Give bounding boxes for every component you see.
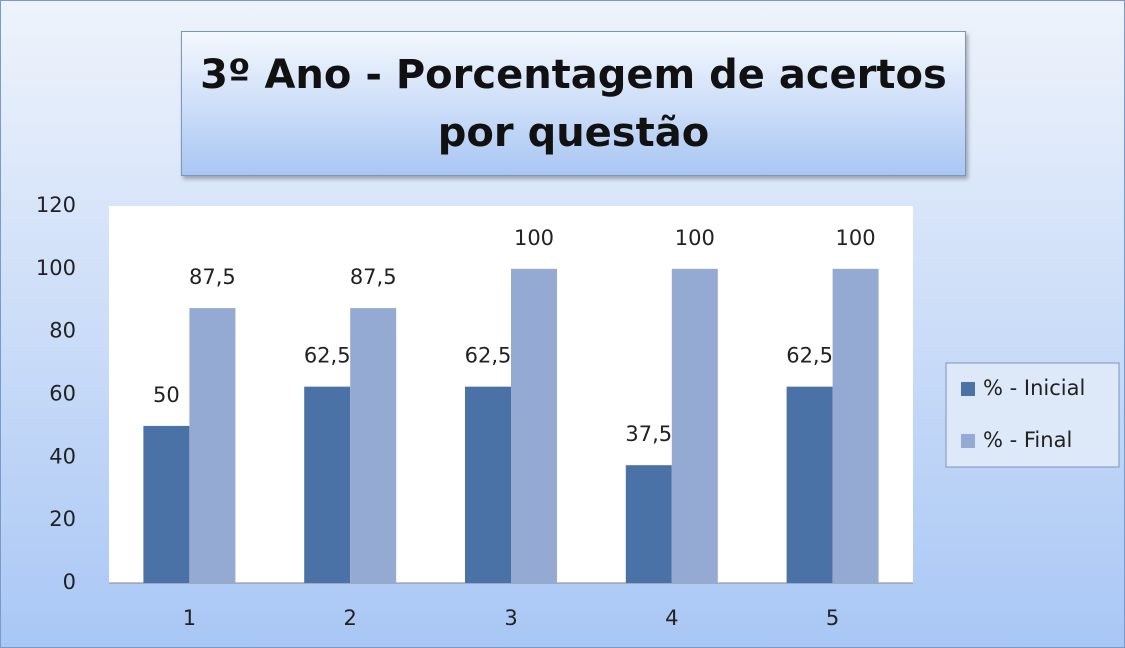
legend-swatch	[961, 434, 975, 448]
data-label: 37,5	[625, 422, 672, 446]
data-label: 50	[153, 383, 180, 407]
data-label: 62,5	[304, 344, 351, 368]
x-tick-label: 5	[826, 606, 839, 630]
y-tick-label: 100	[36, 256, 76, 280]
bar	[832, 268, 879, 583]
data-label: 100	[514, 226, 554, 250]
bar	[786, 386, 833, 583]
chart-title: 3º Ano - Porcentagem de acertos por ques…	[181, 31, 966, 176]
y-tick-label: 0	[63, 570, 76, 594]
bar	[511, 268, 557, 583]
bar	[304, 386, 351, 583]
bar	[625, 465, 672, 583]
data-label: 87,5	[189, 265, 236, 289]
x-tick-label: 2	[344, 606, 357, 630]
bar	[465, 386, 511, 583]
data-label: 87,5	[350, 265, 397, 289]
y-tick-label: 80	[49, 319, 76, 343]
bar	[189, 308, 236, 583]
bar	[671, 268, 718, 583]
y-tick-label: 60	[49, 382, 76, 406]
x-tick-label: 1	[183, 606, 196, 630]
data-label: 62,5	[786, 344, 833, 368]
legend-box	[945, 362, 1120, 468]
y-tick-label: 20	[49, 507, 76, 531]
bar	[350, 308, 397, 583]
x-tick-label: 4	[665, 606, 678, 630]
data-label: 100	[836, 226, 876, 250]
x-tick-label: 3	[504, 606, 517, 630]
y-tick-label: 120	[36, 193, 76, 217]
legend-label: % - Final	[983, 428, 1072, 452]
legend-label: % - Inicial	[983, 376, 1085, 400]
data-label: 62,5	[465, 344, 512, 368]
y-tick-label: 40	[49, 444, 76, 468]
data-label: 100	[675, 226, 715, 250]
legend-swatch	[961, 382, 975, 396]
bar	[143, 425, 190, 583]
